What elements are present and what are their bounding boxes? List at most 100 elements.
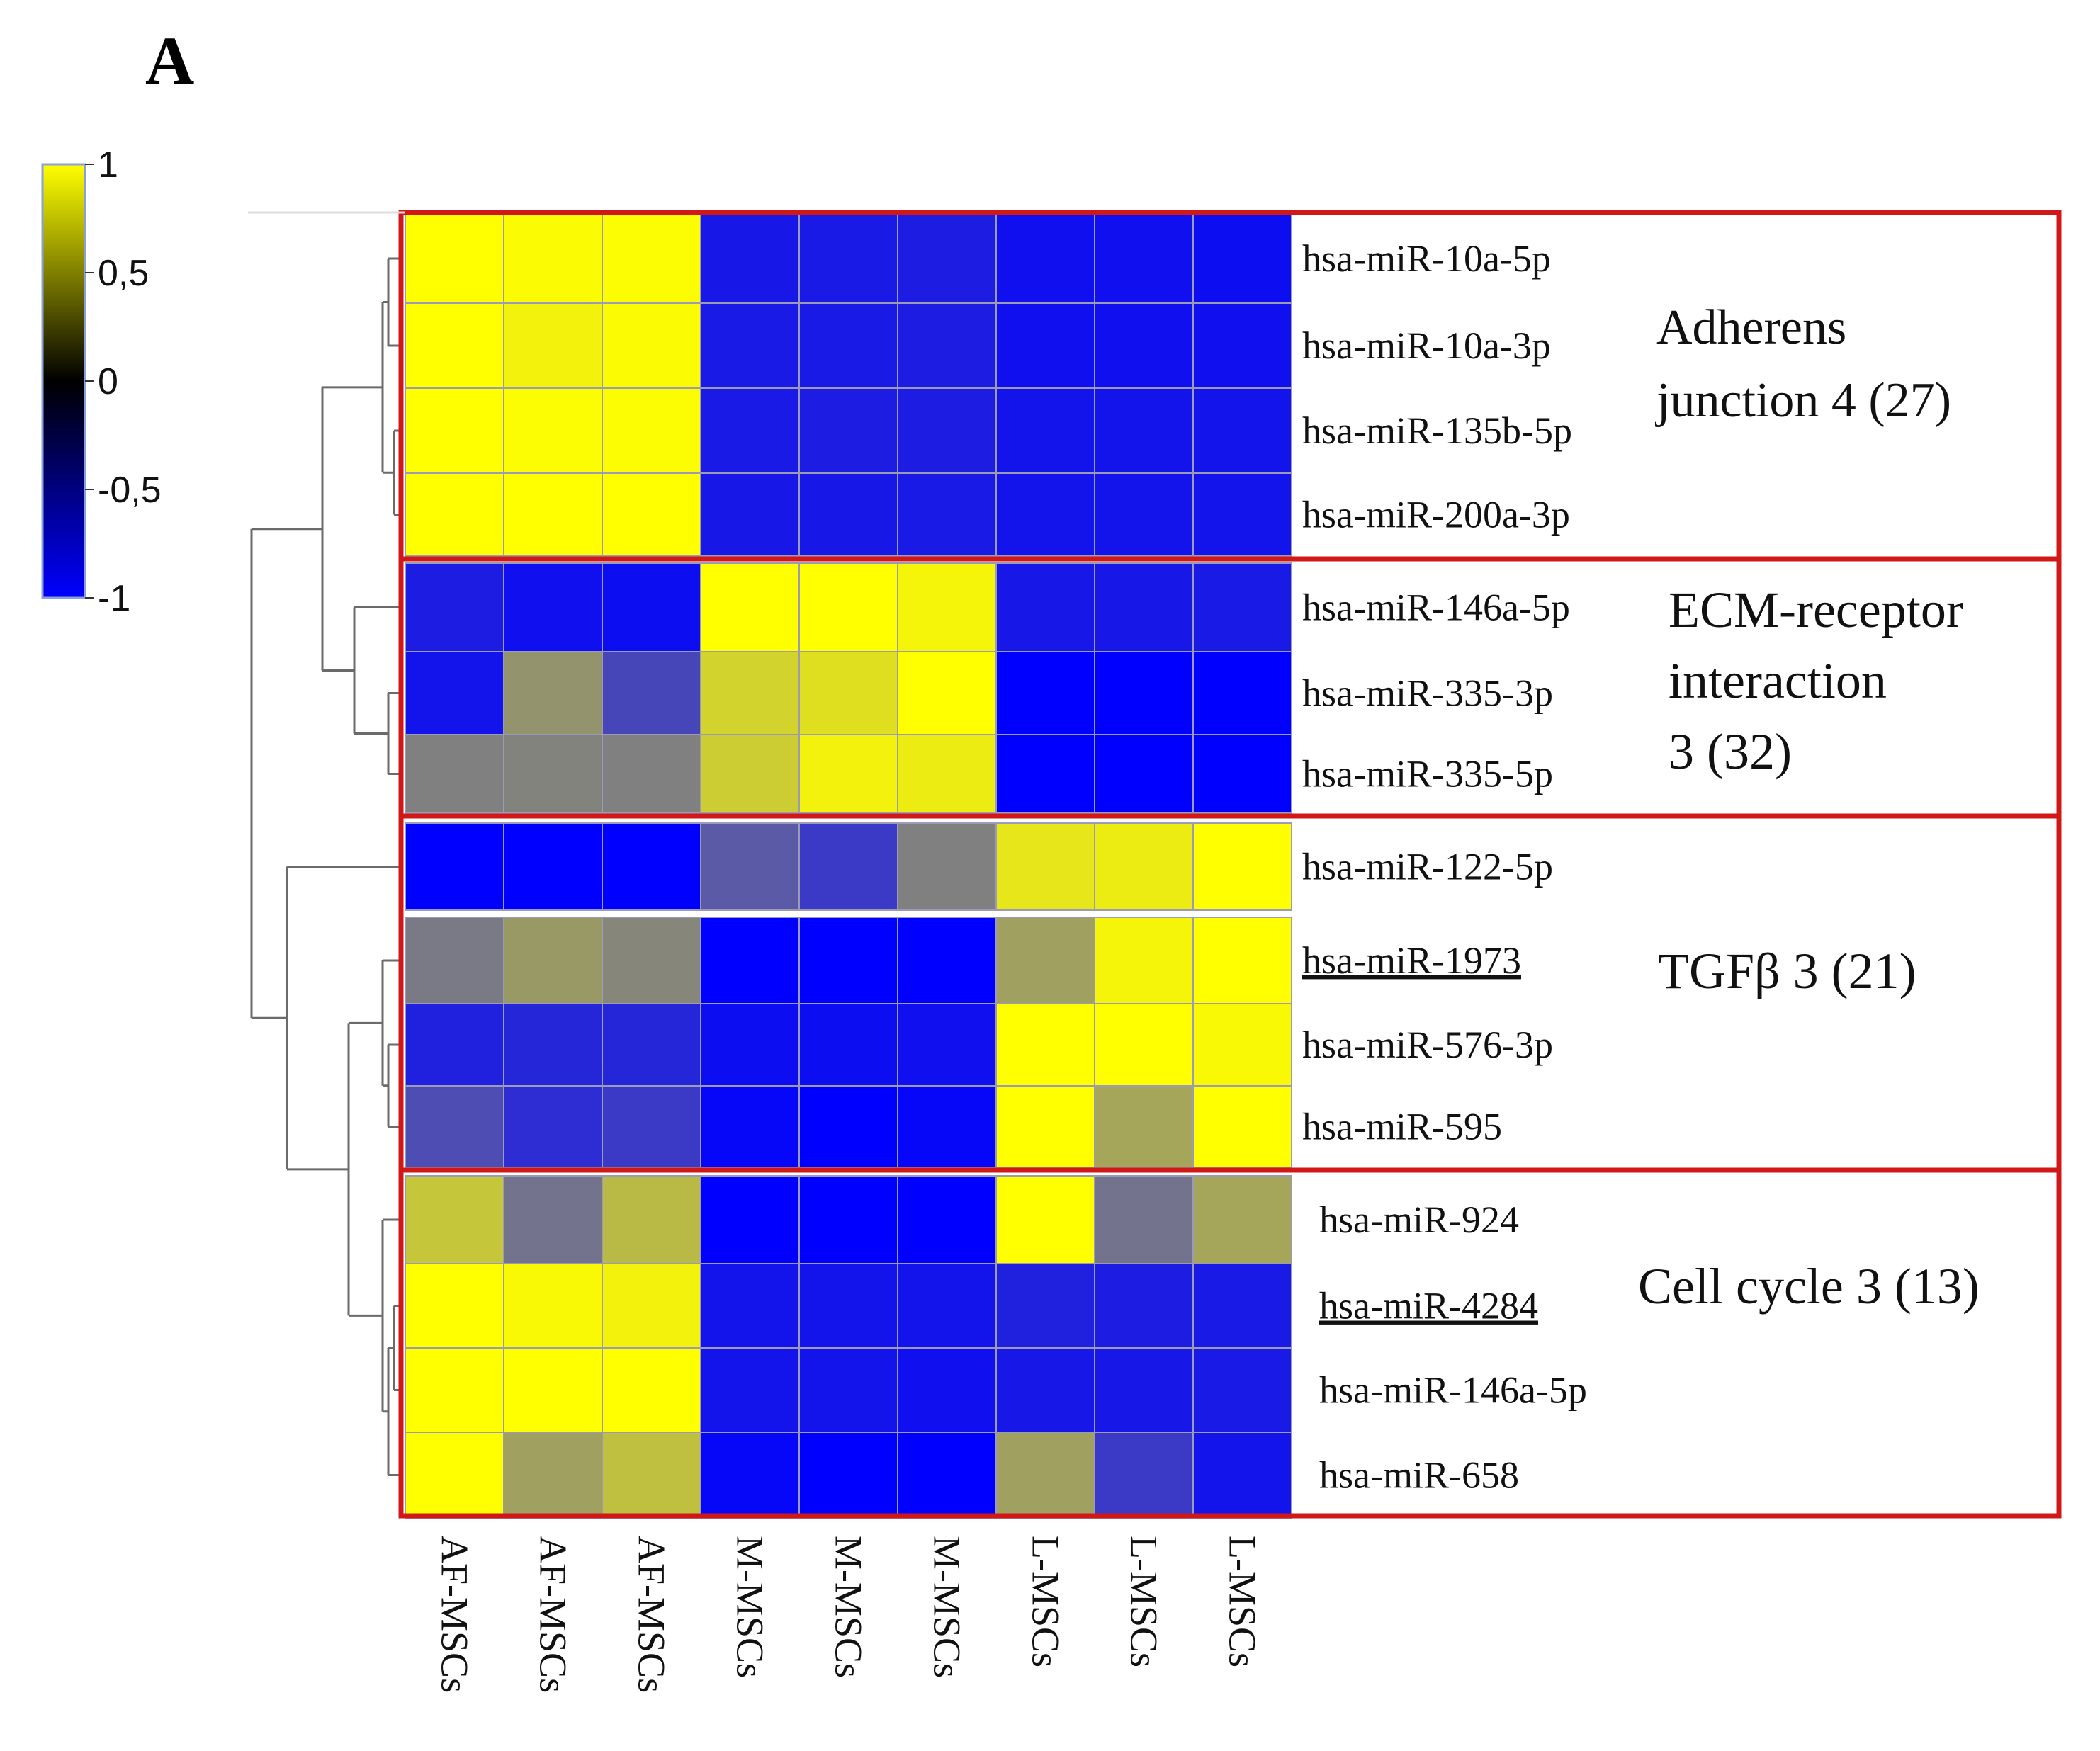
column-label: L-MSCs [1221,1536,1264,1667]
heatmap-cell [798,822,898,911]
row-label: hsa-miR-4284 [1319,1285,1538,1327]
heatmap-cell [798,1347,898,1433]
column-label: L-MSCs [1024,1536,1067,1667]
heatmap-cell [897,213,997,304]
heatmap-cell [602,734,701,814]
heatmap-cell [503,302,603,389]
heatmap-cell [602,1432,701,1519]
heatmap-cell [1192,1347,1292,1433]
heatmap-cell [602,651,701,735]
heatmap-cell [503,1263,603,1349]
row-label: hsa-miR-595 [1302,1106,1502,1148]
heatmap-cell [995,734,1095,814]
heatmap-cell [602,822,701,911]
colorbar-tick-label: 0,5 [98,253,149,294]
heatmap-cell [1192,562,1292,652]
heatmap-cell [405,562,504,652]
row-label: hsa-miR-658 [1319,1454,1519,1497]
heatmap-cell [503,472,603,557]
heatmap-cell [798,387,898,474]
heatmap-cell [798,734,898,814]
heatmap-cell [798,1432,898,1519]
column-label: M-MSCs [729,1536,772,1678]
heatmap-cell [1192,822,1292,911]
heatmap-cell [897,917,997,1004]
heatmap-cell [897,734,997,814]
heatmap-cell [700,472,800,557]
heatmap-cell [995,1175,1095,1264]
heatmap-cell [995,387,1095,474]
heatmap-cell [798,1175,898,1264]
heatmap-cell [798,917,898,1004]
heatmap-cell [700,1432,800,1519]
heatmap-cell [503,822,603,911]
heatmap-cell [1094,472,1194,557]
heatmap-cell [602,917,701,1004]
heatmap-cell [700,1347,800,1433]
heatmap-cell [503,1347,603,1433]
row-label: hsa-miR-146a-5p [1302,586,1570,629]
heatmap-cell [1094,917,1194,1004]
heatmap-cell [700,917,800,1004]
heatmap-cell [503,1085,603,1168]
heatmap-cell [995,1432,1095,1519]
heatmap-cell [503,651,603,735]
heatmap-cell [405,1347,504,1433]
heatmap-cell [995,822,1095,911]
heatmap-cell [897,1263,997,1349]
row-label: hsa-miR-135b-5p [1302,409,1572,452]
heatmap-cell [602,562,701,652]
heatmap-cell [798,1263,898,1349]
heatmap-cell [503,1003,603,1087]
heatmap-cell [405,1432,504,1519]
heatmap-cell [1192,1003,1292,1087]
heatmap-cell [602,1085,701,1168]
heatmap-cell [602,1175,701,1264]
heatmap-cell [1094,302,1194,389]
heatmap-cell [700,651,800,735]
heatmap-cell [995,1263,1095,1349]
heatmap-cell [897,1085,997,1168]
row-label: hsa-miR-1973 [1302,939,1521,982]
colorbar: 1 0,5 0 -0,5 -1 [41,144,162,619]
heatmap-cell [1192,213,1292,304]
heatmap-cell [1192,387,1292,474]
heatmap-cell [602,213,701,304]
heatmap-cell [798,1003,898,1087]
heatmap-cell [995,1347,1095,1433]
heatmap-cell [1094,651,1194,735]
heatmap-cell [503,213,603,304]
heatmap-cell [405,472,504,557]
heatmap-cell [1094,562,1194,652]
heatmap-cell [1192,1175,1292,1264]
heatmap-cell [897,1175,997,1264]
heatmap-cell [700,1085,800,1168]
heatmap-cell [995,917,1095,1004]
heatmap-cell [798,651,898,735]
heatmap-cell [405,1263,504,1349]
heatmap-cell [1192,734,1292,814]
heatmap-cell [1192,651,1292,735]
column-label: M-MSCs [828,1536,870,1678]
heatmap-cell [995,302,1095,389]
row-label: hsa-miR-146a-5p [1319,1369,1587,1412]
heatmap-cell [1094,734,1194,814]
heatmap-cell [503,1432,603,1519]
heatmap-cell [1094,1347,1194,1433]
heatmap-cell [995,1085,1095,1168]
heatmap-cell [700,734,800,814]
heatmap-cells [405,213,1292,1519]
heatmap-cell [602,472,701,557]
heatmap-cell [503,562,603,652]
heatmap-cell [1192,1432,1292,1519]
heatmap-cell [897,1432,997,1519]
cluster-label-adherens: junction 4 (27) [1654,373,1951,428]
heatmap-cell [798,472,898,557]
column-labels: AF-MSCs AF-MSCs AF-MSCs M-MSCs M-MSCs M-MSCs L… [434,1536,1264,1693]
heatmap-cell [405,1175,504,1264]
panel-label: A [145,23,194,98]
heatmap-cell [503,387,603,474]
heatmap-cell [995,562,1095,652]
colorbar-gradient [41,163,86,599]
